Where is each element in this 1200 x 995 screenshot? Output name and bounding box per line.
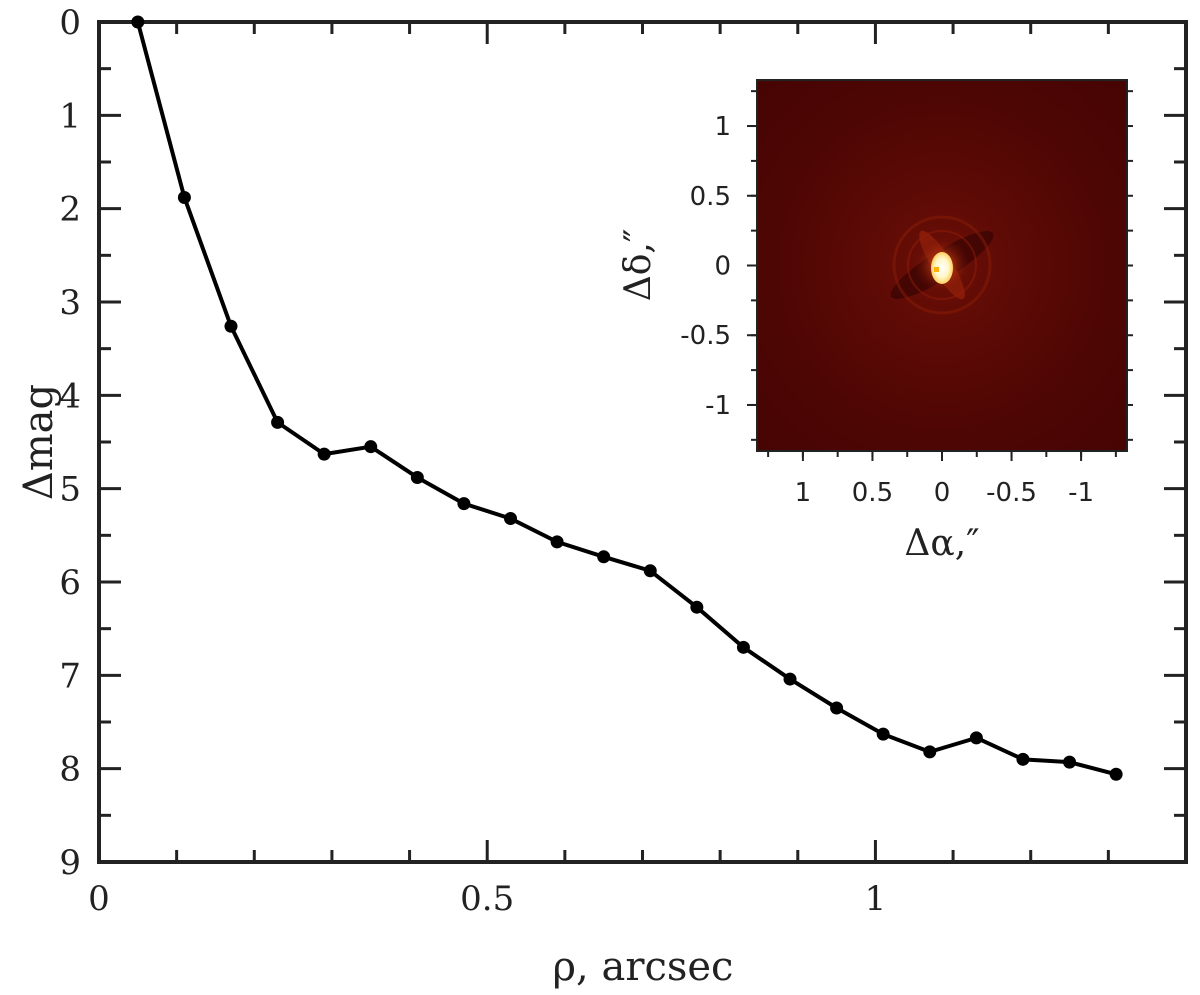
inset-axis-ticks: [747, 90, 1133, 461]
y-tick-labels: 0 1 2 3 4 5 6 7 8 9: [59, 3, 81, 883]
y-tick-label: 1: [59, 96, 81, 136]
data-point: [224, 319, 238, 333]
inset-y-tick-labels: 1 0.5 0 -0.5 -1: [680, 112, 731, 421]
y-tick-label: 5: [59, 470, 81, 510]
data-point: [690, 600, 704, 614]
data-point: [643, 564, 657, 578]
y-tick-label: 7: [59, 656, 81, 696]
contrast-curve-line: [135, 21, 1117, 777]
data-point: [830, 701, 844, 715]
primary-star-core: [931, 252, 953, 284]
y-tick-label: 0: [59, 3, 81, 43]
data-point: [504, 512, 518, 526]
inset-x-tick-label: 0.5: [852, 478, 893, 508]
inset-y-tick-label: 0.5: [690, 182, 731, 212]
y-tick-label: 3: [59, 283, 81, 323]
y-tick-label: 4: [59, 376, 81, 416]
x-tick-label: 0.5: [460, 879, 514, 919]
y-tick-label: 2: [59, 190, 81, 230]
inset-y-tick-label: -1: [705, 391, 731, 421]
data-point: [131, 15, 145, 29]
data-point: [550, 535, 564, 549]
x-tick-labels: 0 0.5 1: [88, 879, 886, 919]
inset-x-tick-label: -0.5: [986, 478, 1037, 508]
data-point: [969, 731, 983, 745]
data-point: [783, 672, 797, 686]
data-point: [923, 745, 937, 759]
inset-y-tick-label: 0: [714, 252, 731, 282]
inset-x-tick-labels: 1 0.5 0 -0.5 -1: [795, 478, 1094, 508]
x-tick-label: 1: [865, 879, 887, 919]
data-point: [1109, 767, 1123, 781]
axis-ticks: [97, 20, 1186, 864]
y-tick-label: 8: [59, 750, 81, 790]
data-point: [1016, 752, 1030, 766]
inset-x-axis-title: Δα,″: [904, 523, 979, 564]
data-point: [736, 640, 750, 654]
data-point: [271, 415, 285, 429]
x-axis-title: ρ, arcsec: [553, 944, 734, 990]
data-point: [410, 470, 424, 484]
data-point: [597, 550, 611, 564]
data-point: [1063, 755, 1077, 769]
speckle-structure: [890, 215, 994, 315]
data-point: [317, 447, 331, 461]
x-tick-label: 0: [88, 879, 110, 919]
inset-x-tick-label: -1: [1068, 478, 1094, 508]
speckle-image-inset: 1 0.5 0 -0.5 -1 1 0.5 0 -0.5 -1 Δα,″ Δδ,″: [618, 79, 1133, 564]
data-point: [876, 727, 890, 741]
contrast-curve-points: [131, 15, 1123, 781]
inset-x-tick-label: 0: [934, 478, 951, 508]
y-tick-label: 6: [59, 563, 81, 603]
data-point: [364, 440, 378, 454]
y-axis-title: Δmag: [16, 384, 62, 500]
inset-y-axis-title: Δδ,″: [618, 229, 659, 302]
data-point: [177, 190, 191, 204]
inset-y-tick-label: 1: [714, 112, 731, 142]
inset-y-tick-label: -0.5: [680, 321, 731, 351]
data-point: [457, 497, 471, 511]
inset-x-tick-label: 1: [795, 478, 812, 508]
y-tick-label: 9: [59, 843, 81, 883]
